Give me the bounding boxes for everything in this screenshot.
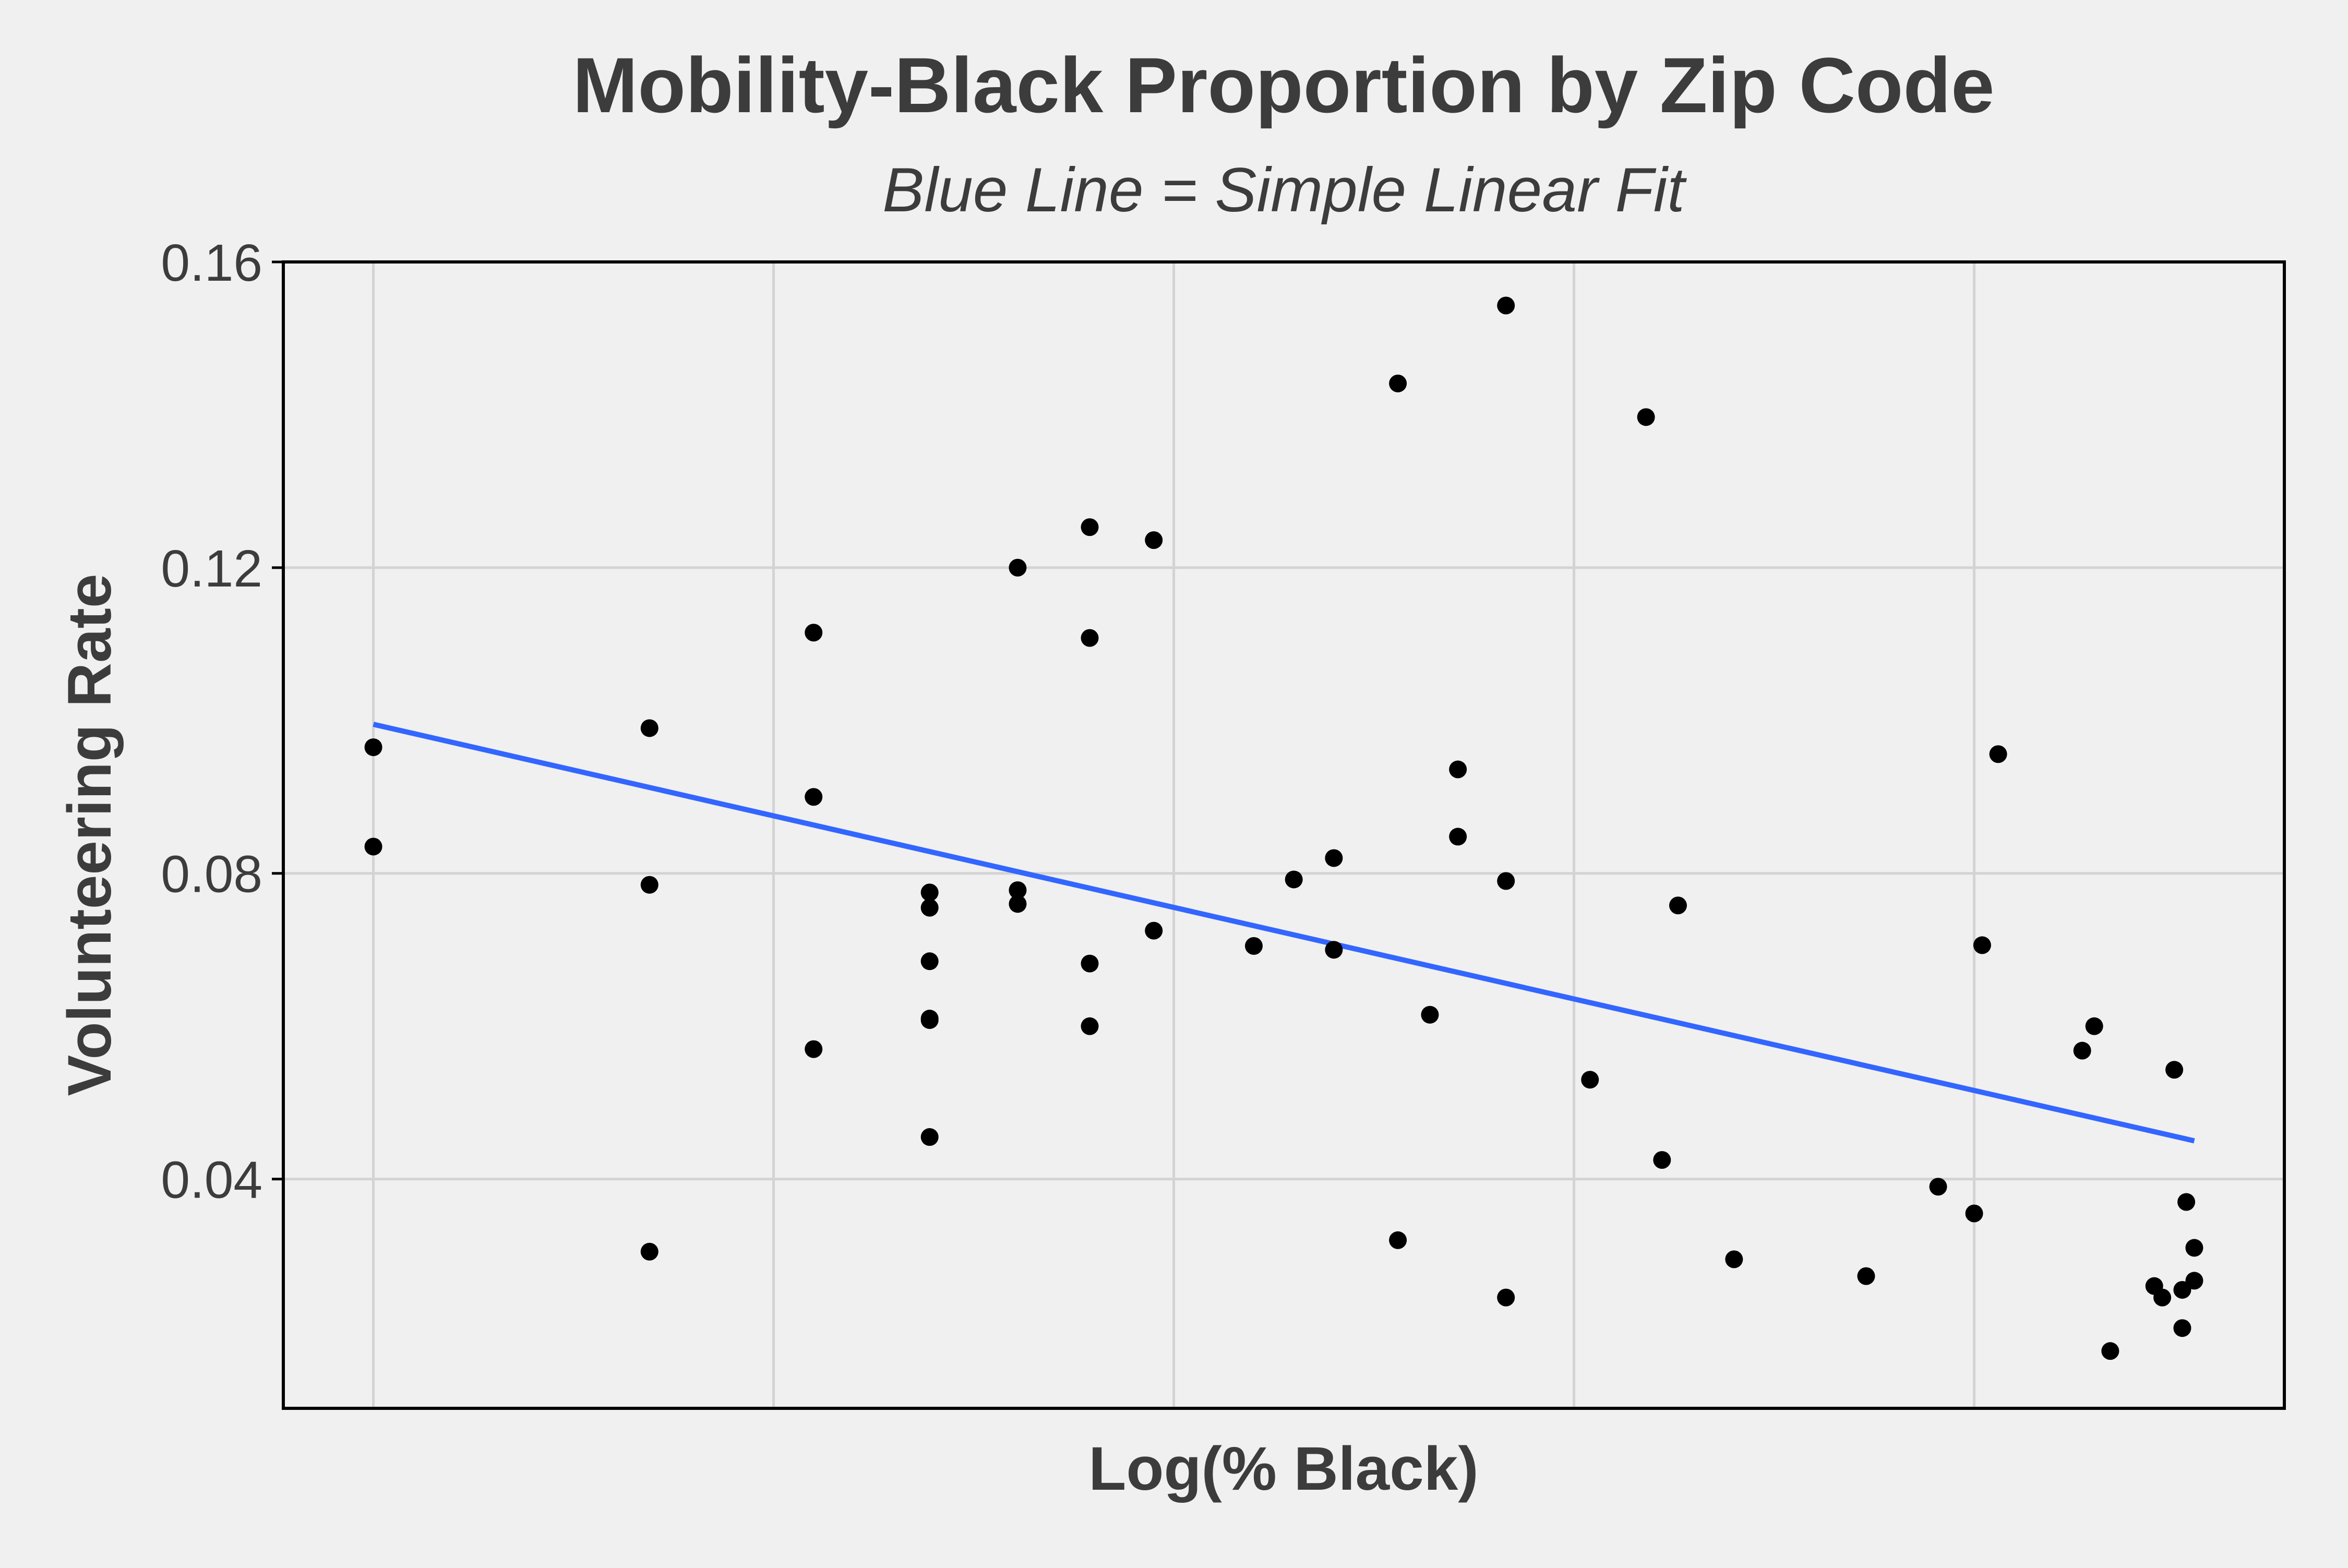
- data-point: [2173, 1280, 2191, 1299]
- data-point: [1145, 921, 1163, 940]
- data-point: [1857, 1267, 1875, 1285]
- data-point: [1081, 1017, 1099, 1035]
- data-point: [640, 876, 658, 894]
- data-point: [1325, 849, 1343, 867]
- fit-line: [373, 722, 2195, 1144]
- data-point: [1497, 1288, 1515, 1307]
- data-point: [1285, 870, 1303, 889]
- plot-frame: [282, 260, 2286, 1410]
- data-point: [920, 952, 939, 971]
- data-point: [1973, 936, 1991, 954]
- data-point: [1989, 745, 2007, 763]
- data-point: [364, 738, 382, 757]
- data-point: [1637, 408, 1655, 426]
- data-point: [1725, 1250, 1743, 1268]
- data-point: [1449, 760, 1467, 779]
- fit-line-layer: [373, 722, 2195, 1144]
- data-point: [1081, 629, 1099, 647]
- data-point: [1081, 518, 1099, 536]
- data-point: [920, 883, 939, 902]
- data-point: [805, 1040, 823, 1058]
- data-point: [1497, 296, 1515, 315]
- data-point: [1009, 881, 1027, 899]
- data-point: [1581, 1071, 1599, 1089]
- data-point: [2165, 1061, 2184, 1079]
- y-tick-label: 0.04: [161, 1151, 262, 1210]
- data-point: [1145, 531, 1163, 549]
- data-point: [2101, 1342, 2119, 1360]
- y-tick-label: 0.16: [161, 234, 262, 292]
- data-point: [1389, 374, 1407, 392]
- chart-subtitle: Blue Line = Simple Linear Fit: [882, 155, 1687, 225]
- data-point: [1669, 896, 1687, 915]
- chart-title: Mobility-Black Proportion by Zip Code: [572, 41, 1994, 129]
- data-point: [1325, 941, 1343, 959]
- y-tick-label: 0.12: [161, 540, 262, 598]
- data-point: [2185, 1239, 2203, 1257]
- data-point: [805, 624, 823, 642]
- x-axis-label: Log(% Black): [1088, 1434, 1478, 1503]
- data-point: [2173, 1319, 2191, 1337]
- data-point: [1009, 558, 1027, 577]
- data-point: [2073, 1042, 2091, 1060]
- data-point: [2085, 1017, 2103, 1035]
- data-point: [640, 1242, 658, 1261]
- data-point: [1449, 828, 1467, 846]
- data-point: [1497, 872, 1515, 890]
- data-point: [1009, 895, 1027, 913]
- data-point: [1244, 937, 1263, 955]
- data-point: [364, 837, 382, 856]
- data-point: [1389, 1231, 1407, 1249]
- data-point: [1653, 1151, 1671, 1169]
- data-point: [920, 1011, 939, 1029]
- data-point: [920, 899, 939, 917]
- data-point: [805, 788, 823, 806]
- data-point: [640, 719, 658, 737]
- data-point: [1965, 1204, 1983, 1223]
- points-layer: [364, 296, 2203, 1360]
- data-point: [2153, 1288, 2172, 1307]
- data-point: [920, 1128, 939, 1146]
- data-point: [1421, 1006, 1439, 1024]
- y-axis-label: Volunteering Rate: [55, 574, 124, 1096]
- data-point: [2185, 1272, 2203, 1290]
- y-tick-labels: 0.04 0.08 0.12 0.16: [161, 234, 262, 1210]
- data-point: [2177, 1193, 2196, 1211]
- data-point: [1081, 954, 1099, 973]
- data-point: [1929, 1178, 1947, 1196]
- y-tick-label: 0.08: [161, 845, 262, 904]
